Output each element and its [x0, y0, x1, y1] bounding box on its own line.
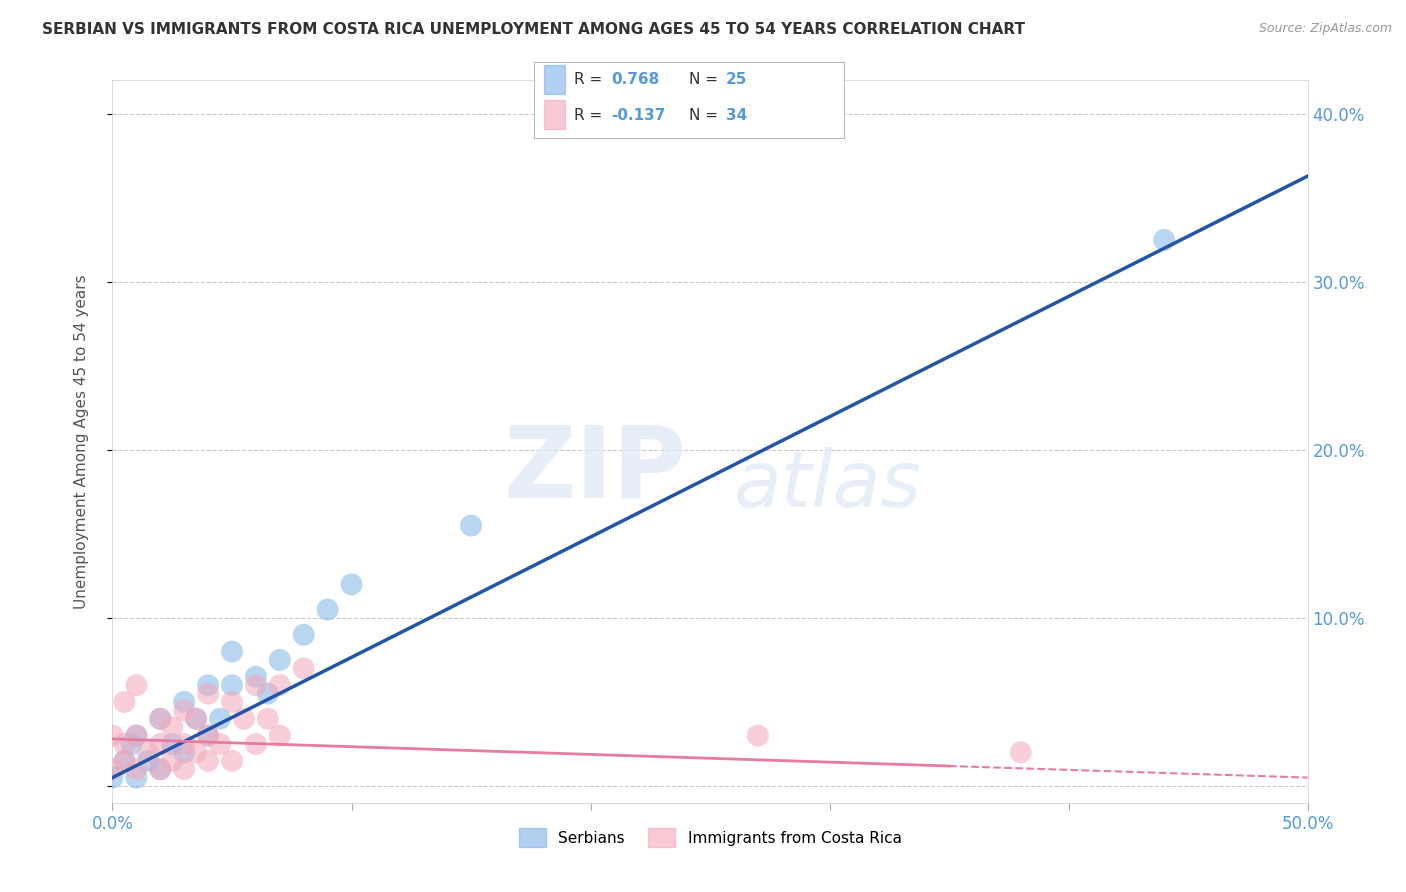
- Text: Source: ZipAtlas.com: Source: ZipAtlas.com: [1258, 22, 1392, 36]
- Point: [162, 754, 183, 768]
- Text: ZIP: ZIP: [503, 422, 686, 519]
- Text: -0.137: -0.137: [612, 108, 666, 123]
- Point: [209, 712, 232, 726]
- Point: [162, 720, 183, 734]
- Point: [138, 745, 160, 759]
- Point: [186, 745, 208, 759]
- Point: [173, 703, 195, 717]
- Point: [747, 729, 769, 743]
- Point: [114, 754, 135, 768]
- Point: [257, 687, 280, 701]
- Point: [149, 712, 172, 726]
- Text: SERBIAN VS IMMIGRANTS FROM COSTA RICA UNEMPLOYMENT AMONG AGES 45 TO 54 YEARS COR: SERBIAN VS IMMIGRANTS FROM COSTA RICA UN…: [42, 22, 1025, 37]
- Point: [138, 754, 160, 768]
- Point: [114, 754, 135, 768]
- Point: [186, 712, 208, 726]
- Text: atlas: atlas: [734, 447, 922, 523]
- Point: [125, 762, 148, 776]
- Text: N =: N =: [689, 72, 723, 87]
- Point: [221, 695, 243, 709]
- Y-axis label: Unemployment Among Ages 45 to 54 years: Unemployment Among Ages 45 to 54 years: [75, 274, 89, 609]
- Point: [173, 737, 195, 751]
- Point: [101, 762, 124, 776]
- Text: 0.768: 0.768: [612, 72, 659, 87]
- Point: [269, 653, 291, 667]
- Point: [316, 602, 339, 616]
- Point: [114, 737, 135, 751]
- Point: [221, 754, 243, 768]
- Point: [340, 577, 363, 591]
- Point: [173, 745, 195, 759]
- Point: [292, 628, 315, 642]
- Point: [197, 754, 219, 768]
- Point: [197, 687, 219, 701]
- Point: [125, 729, 148, 743]
- Point: [233, 712, 256, 726]
- Point: [114, 695, 135, 709]
- Point: [209, 737, 232, 751]
- Text: R =: R =: [575, 108, 607, 123]
- Text: R =: R =: [575, 72, 607, 87]
- Point: [197, 678, 219, 692]
- Point: [186, 712, 208, 726]
- Point: [125, 771, 148, 785]
- Point: [101, 771, 124, 785]
- Point: [125, 678, 148, 692]
- Point: [149, 737, 172, 751]
- Point: [269, 729, 291, 743]
- Point: [121, 737, 143, 751]
- Point: [125, 729, 148, 743]
- Point: [221, 678, 243, 692]
- Legend: Serbians, Immigrants from Costa Rica: Serbians, Immigrants from Costa Rica: [512, 822, 908, 853]
- Bar: [544, 101, 565, 129]
- Point: [245, 678, 267, 692]
- Point: [149, 712, 172, 726]
- Point: [149, 762, 172, 776]
- Point: [173, 695, 195, 709]
- Point: [269, 678, 291, 692]
- Text: N =: N =: [689, 108, 723, 123]
- Point: [292, 661, 315, 675]
- Point: [1010, 745, 1032, 759]
- Point: [197, 729, 219, 743]
- Point: [1153, 233, 1175, 247]
- Point: [149, 762, 172, 776]
- Point: [221, 644, 243, 658]
- Point: [257, 712, 280, 726]
- Point: [101, 729, 124, 743]
- Point: [460, 518, 482, 533]
- Point: [162, 737, 183, 751]
- Point: [245, 670, 267, 684]
- Point: [197, 729, 219, 743]
- Bar: [544, 65, 565, 95]
- Text: 34: 34: [725, 108, 748, 123]
- Text: 25: 25: [725, 72, 748, 87]
- Point: [245, 737, 267, 751]
- Point: [173, 762, 195, 776]
